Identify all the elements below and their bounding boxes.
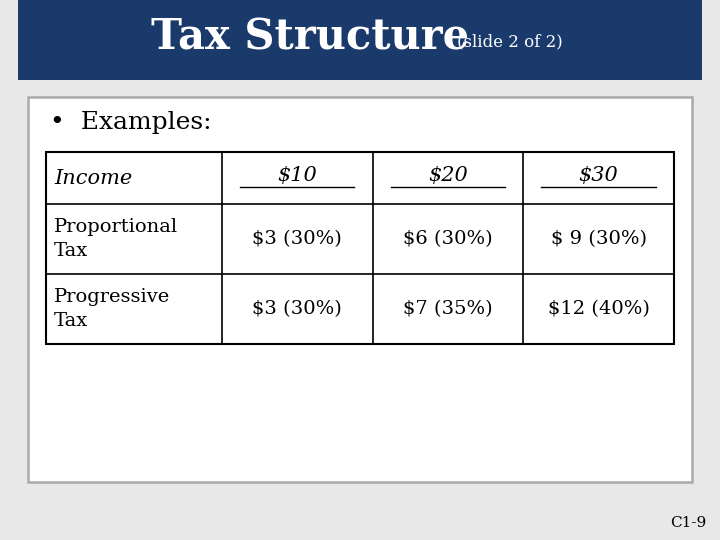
Text: C1-9: C1-9 — [670, 516, 706, 530]
Text: $7 (35%): $7 (35%) — [403, 300, 492, 318]
Text: Income: Income — [54, 168, 132, 187]
FancyBboxPatch shape — [18, 0, 702, 80]
Text: $10: $10 — [277, 166, 317, 186]
FancyBboxPatch shape — [28, 97, 692, 482]
Text: •  Examples:: • Examples: — [50, 111, 212, 133]
Text: $ 9 (30%): $ 9 (30%) — [551, 230, 647, 248]
Text: (slide 2 of 2): (slide 2 of 2) — [457, 33, 563, 51]
Text: $3 (30%): $3 (30%) — [252, 230, 342, 248]
FancyBboxPatch shape — [46, 152, 674, 344]
Text: Proportional: Proportional — [54, 218, 178, 236]
Text: Tax: Tax — [54, 242, 89, 260]
Text: Progressive: Progressive — [54, 288, 170, 306]
Text: $20: $20 — [428, 166, 468, 186]
Text: $6 (30%): $6 (30%) — [403, 230, 492, 248]
Text: Tax Structure: Tax Structure — [151, 17, 469, 59]
Text: $30: $30 — [579, 166, 618, 186]
Text: Tax: Tax — [54, 312, 89, 330]
Text: $12 (40%): $12 (40%) — [548, 300, 649, 318]
Text: $3 (30%): $3 (30%) — [252, 300, 342, 318]
